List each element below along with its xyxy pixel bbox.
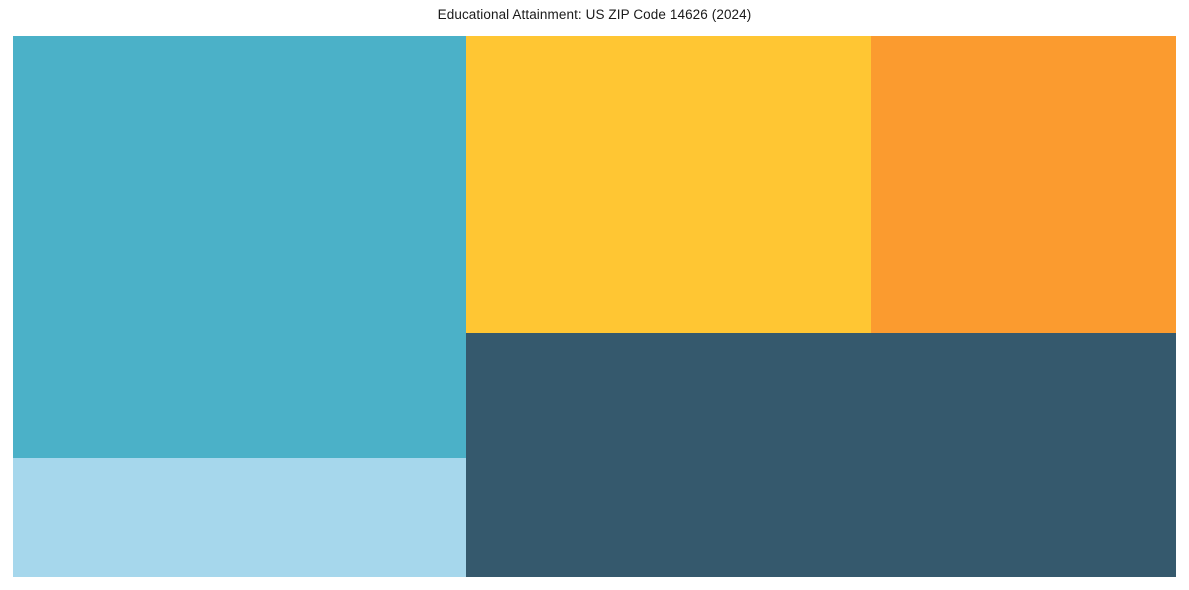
treemap-plot-area: Some college or associate's degreeBachel… — [13, 36, 1176, 577]
tile-high-school-graduate[interactable]: High school graduate (includes equivalen… — [466, 36, 871, 333]
tile-bachelors-degree[interactable]: Bachelor's degree — [466, 333, 1176, 577]
tile-less-than-high-school[interactable]: Less than high school diploma — [13, 458, 466, 577]
chart-title: Educational Attainment: US ZIP Code 1462… — [437, 7, 752, 22]
tile-some-college[interactable]: Some college or associate's degree — [13, 36, 466, 458]
tile-graduate-professional-degree[interactable]: Graduate or professional degree — [871, 36, 1176, 333]
